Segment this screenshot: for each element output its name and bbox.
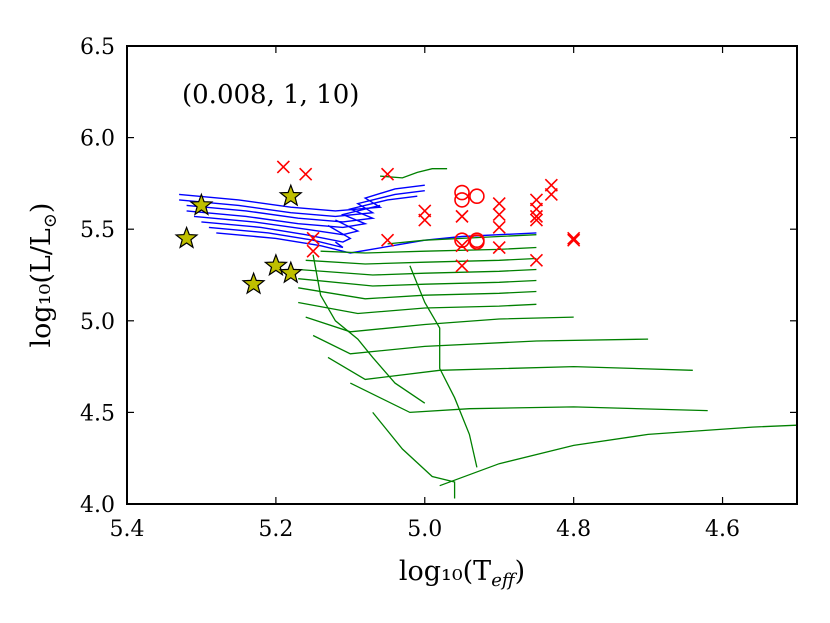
y-axis-label: log₁₀(L/L⊙)	[26, 203, 61, 348]
markers	[174, 160, 581, 295]
x-tick-label: 5.4	[110, 517, 145, 542]
blue-track-2	[179, 190, 425, 218]
y-tick-label: 5.5	[80, 218, 115, 243]
y-tick-label: 4.0	[80, 493, 115, 518]
green-track-5	[298, 268, 537, 276]
x-tick-label: 5.0	[407, 517, 442, 542]
green-track-7	[298, 287, 537, 300]
x-axis-label: log₁₀(Teff)	[399, 556, 525, 591]
green-track-8	[298, 301, 537, 315]
green-track-15	[409, 265, 478, 468]
annotation-label: (0.008, 1, 10)	[182, 80, 359, 110]
cross-marker-2	[299, 167, 313, 181]
evolution-tracks	[179, 168, 798, 499]
plot-frame	[126, 45, 798, 505]
circle-marker-2	[454, 192, 470, 208]
x-tick-label: 5.2	[258, 517, 293, 542]
green-track-10	[312, 334, 649, 355]
circle-marker-4	[454, 232, 470, 248]
cross-marker-12	[492, 196, 506, 211]
x-tick-label: 4.8	[556, 517, 591, 542]
cross-marker-24	[567, 233, 581, 247]
star-marker-6	[241, 271, 266, 295]
green-track-6	[298, 278, 537, 287]
star-marker-5	[278, 260, 303, 284]
circle-marker-1	[454, 184, 470, 201]
green-track-2	[387, 234, 537, 245]
star-marker-3	[174, 225, 199, 249]
green-track-3	[320, 246, 537, 254]
cross-marker-13	[492, 207, 506, 222]
blue-track-7	[208, 226, 344, 249]
green-track-13	[372, 411, 456, 499]
blue-track-6	[201, 221, 352, 243]
cross-marker-14	[492, 220, 506, 234]
star-marker-1	[189, 192, 214, 216]
blue-track-5	[193, 215, 360, 236]
green-track-14	[439, 424, 798, 487]
star-marker-4	[263, 253, 289, 277]
green-track-4	[305, 257, 537, 265]
y-tick-label: 5.0	[80, 310, 115, 335]
green-track-16	[312, 254, 426, 404]
y-tick-label: 6.5	[80, 35, 115, 60]
axis-ticks: 5.4 5.2 5.0 4.8 4.6 4.0 4.5 5.0 5.5 6.0 6.5	[80, 35, 797, 542]
cross-marker-3	[380, 167, 395, 181]
cross-marker-15	[492, 240, 506, 255]
star-marker-2	[278, 183, 303, 207]
cross-marker-20	[529, 253, 544, 267]
blue-track-3	[186, 195, 418, 223]
cross-marker-4	[306, 231, 320, 245]
blue-track-1	[179, 184, 425, 212]
cross-marker-1	[276, 160, 290, 174]
cross-marker-9	[455, 209, 469, 223]
cross-marker-6	[380, 233, 395, 247]
green-track-12	[350, 382, 708, 414]
cross-marker-19	[529, 213, 544, 227]
blue-track-4	[186, 204, 381, 229]
x-tick-label: 4.6	[705, 517, 740, 542]
green-track-1	[380, 168, 448, 179]
cross-marker-21	[544, 178, 558, 192]
cross-marker-16	[529, 193, 544, 207]
cross-marker-5	[306, 244, 320, 258]
circle-marker-6	[469, 232, 485, 248]
green-track-11	[327, 356, 693, 381]
circle-marker-3	[469, 188, 485, 205]
cross-marker-8	[418, 213, 432, 227]
cross-marker-7	[418, 204, 432, 218]
y-tick-label: 6.0	[80, 127, 115, 152]
cross-marker-11	[455, 239, 469, 253]
cross-marker-22	[544, 187, 558, 201]
green-track-9	[305, 316, 574, 333]
y-tick-label: 4.5	[80, 401, 115, 426]
cross-marker-18	[529, 209, 544, 223]
cross-marker-10	[455, 259, 469, 273]
cross-marker-23	[567, 231, 581, 245]
